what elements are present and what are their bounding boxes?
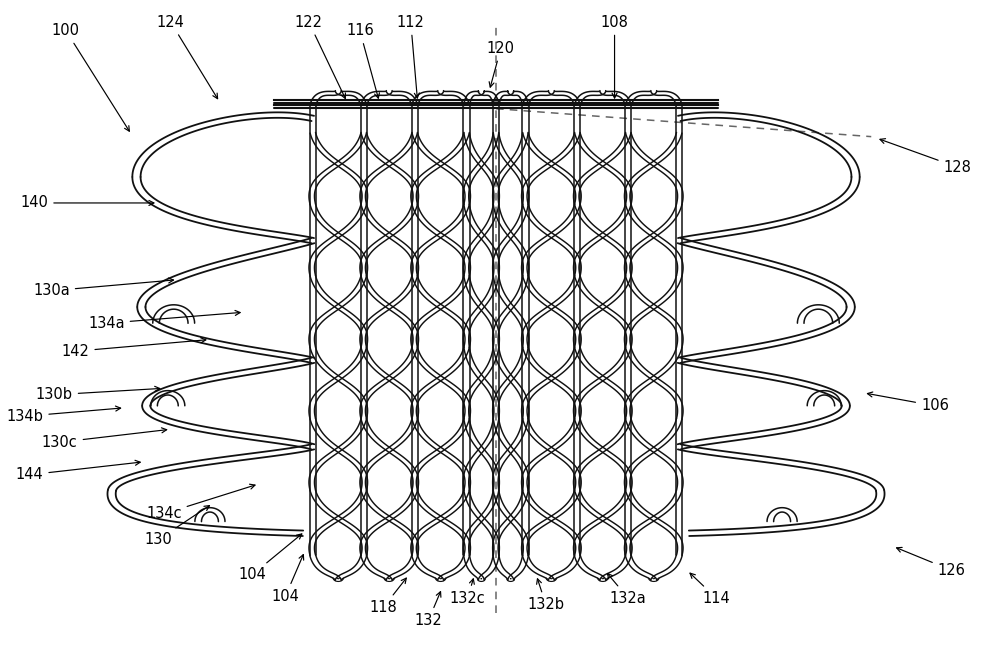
Text: 122: 122: [295, 15, 345, 99]
Text: 112: 112: [397, 15, 425, 98]
Text: 144: 144: [16, 460, 140, 483]
Text: 132: 132: [415, 592, 442, 628]
Text: 134c: 134c: [146, 485, 255, 521]
Text: 130b: 130b: [36, 387, 160, 402]
Text: 132b: 132b: [527, 579, 564, 613]
Text: 130a: 130a: [33, 278, 174, 298]
Text: 142: 142: [62, 338, 206, 358]
Text: 140: 140: [20, 195, 154, 210]
Text: 116: 116: [346, 23, 379, 98]
Text: 114: 114: [690, 573, 730, 606]
Text: 100: 100: [52, 23, 129, 131]
Text: 108: 108: [601, 15, 628, 98]
Text: 134b: 134b: [7, 406, 121, 424]
Text: 134a: 134a: [88, 310, 240, 331]
Text: 124: 124: [157, 15, 218, 99]
Text: 104: 104: [271, 554, 304, 604]
Text: 130: 130: [144, 505, 209, 547]
Text: 118: 118: [369, 578, 406, 615]
Text: 104: 104: [238, 534, 302, 582]
Text: 126: 126: [897, 547, 966, 578]
Text: 120: 120: [487, 40, 515, 87]
Text: 130c: 130c: [42, 428, 167, 450]
Text: 132c: 132c: [450, 579, 485, 606]
Text: 128: 128: [880, 138, 971, 175]
Text: 132a: 132a: [607, 573, 647, 606]
Text: 106: 106: [867, 392, 949, 413]
